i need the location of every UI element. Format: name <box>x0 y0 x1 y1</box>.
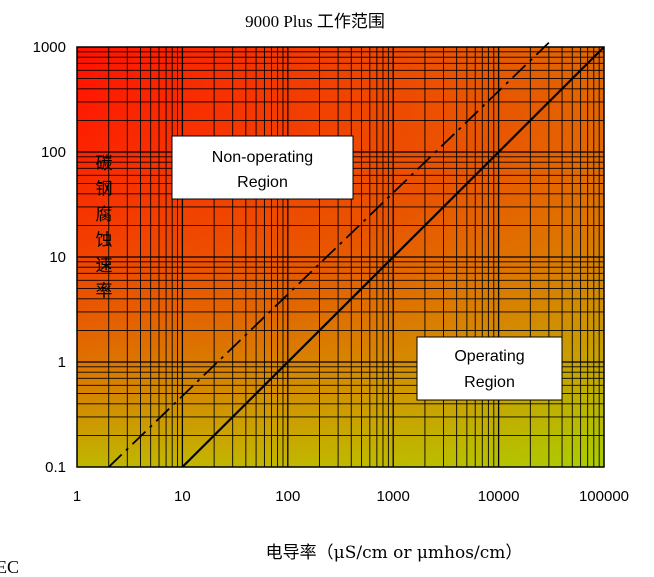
x-axis-label: 电导率（μS/cm or μmhos/cm） <box>266 543 523 563</box>
chart-title: 9000 Plus 工作范围 <box>245 12 385 31</box>
y-tick-labels: 0.1 1 10 100 1000 <box>33 39 66 476</box>
y-axis-label-char: 率 <box>96 282 113 302</box>
non-operating-line-2: Region <box>237 174 288 191</box>
y-tick-label: 1 <box>58 354 66 371</box>
x-tick-label: 100000 <box>579 488 629 505</box>
x-tick-label: 10 <box>174 488 191 505</box>
x-tick-labels: 1 10 100 1000 10000 100000 <box>73 488 629 505</box>
y-axis-label-char: 腐 <box>96 205 113 225</box>
y-tick-label: 10 <box>49 249 66 266</box>
operating-line-2: Region <box>464 374 515 391</box>
x-tick-label: 100 <box>275 488 300 505</box>
plot-frame <box>76 46 605 468</box>
y-tick-label: 0.1 <box>45 459 66 476</box>
operating-line-1: Operating <box>454 348 524 365</box>
x-tick-label: 1 <box>73 488 81 505</box>
operating-region-box: Operating Region <box>416 336 563 401</box>
x-tick-label: 1000 <box>377 488 410 505</box>
y-axis-label-char: 蚀 <box>96 231 113 251</box>
x-tick-label: 10000 <box>478 488 520 505</box>
y-axis-label-char: 碳 <box>96 154 113 174</box>
non-operating-region-box: Non-operating Region <box>171 135 354 200</box>
corner-label-ec: EC <box>0 557 19 577</box>
series-line-dash-dot <box>108 42 550 468</box>
y-tick-label: 100 <box>41 144 66 161</box>
series-group <box>108 42 605 468</box>
y-axis-label-char: 速 <box>96 256 113 276</box>
series-line-solid <box>181 46 605 468</box>
y-tick-label: 1000 <box>33 39 66 56</box>
y-axis-label-char: 钢 <box>96 180 113 200</box>
non-operating-line-1: Non-operating <box>212 149 313 166</box>
